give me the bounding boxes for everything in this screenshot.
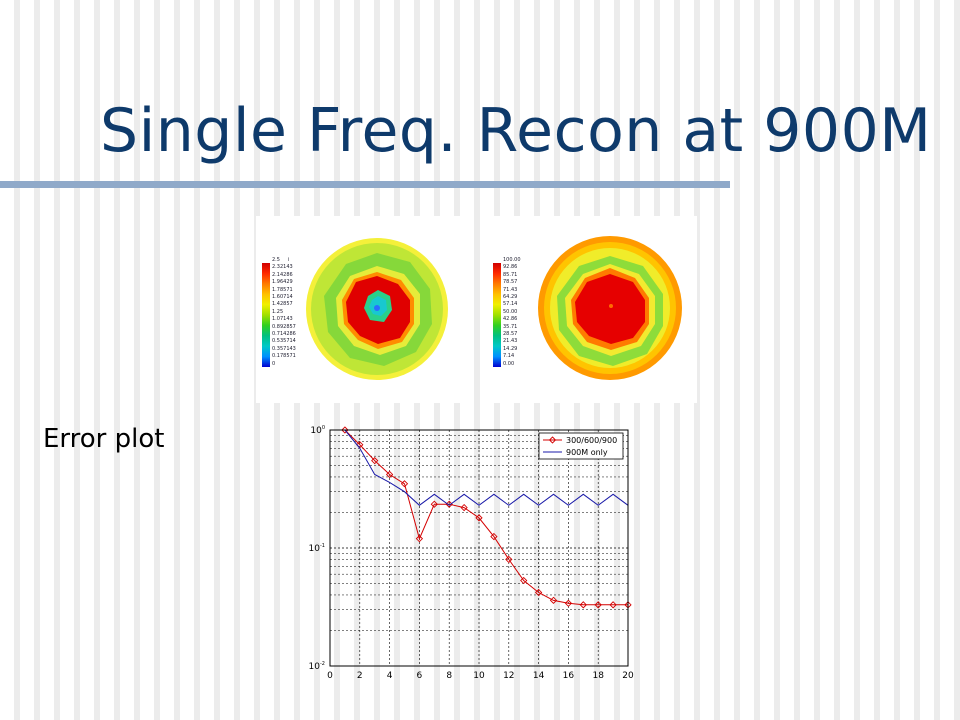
colorbar-label: 85.71: [503, 271, 518, 278]
x-tick-label: 16: [563, 671, 575, 681]
error-plot-label: Error plot: [43, 424, 165, 454]
colorbar-labels-right: 100.00 92.86 85.71 78.57 71.43 64.29 57.…: [503, 258, 563, 370]
data-point: [564, 599, 573, 607]
x-tick-label: 10: [473, 671, 485, 681]
legend-label-a: 300/600/900: [566, 436, 617, 445]
x-tick-label: 8: [446, 671, 452, 681]
colorbar-label: 92.86: [503, 264, 518, 271]
data-point: [534, 588, 543, 597]
data-point: [400, 480, 409, 488]
colorbar-label: 1.42857: [272, 301, 293, 308]
colorbar-unit-label: i: [288, 257, 290, 263]
x-tick-label: 6: [417, 671, 423, 681]
y-tick-label: 10-2: [309, 661, 325, 672]
data-point: [549, 596, 558, 604]
colorbar-label: 0.178571: [272, 353, 296, 360]
colorbar-label: 71.43: [503, 286, 518, 293]
data-point: [609, 601, 617, 609]
colorbar-labels-left: 2.5 2.32143 2.14286 1.96429 1.78571 1.60…: [272, 258, 332, 370]
chart-legend: 300/600/900 900M only: [538, 432, 624, 460]
x-tick-label: 0: [327, 671, 333, 681]
x-tick-label: 14: [533, 671, 545, 681]
data-point: [505, 555, 513, 564]
colorbar-label: 78.57: [503, 279, 518, 286]
colorbar-label: 14.29: [503, 345, 518, 352]
x-tick-label: 4: [387, 671, 393, 681]
slide-title: Single Freq. Recon at 900M: [100, 96, 932, 166]
data-point: [475, 514, 483, 522]
data-point: [385, 470, 394, 479]
x-tick-label: 20: [622, 671, 634, 681]
data-point: [460, 503, 468, 512]
data-point: [594, 601, 602, 609]
colorbar-right: [493, 263, 501, 367]
recon-disc-right: [538, 236, 682, 380]
legend-marker-a: [548, 436, 557, 444]
data-point: [415, 535, 424, 543]
colorbar-label: 0.00: [503, 360, 515, 367]
colorbar-label: 2.32143: [272, 264, 293, 271]
colorbar-label: 1.07143: [272, 316, 293, 323]
title-rule: [0, 181, 730, 188]
colorbar-label: 57.14: [503, 301, 518, 308]
colorbar-label: 0.535714: [272, 338, 296, 345]
colorbar-label: 7.14: [503, 353, 515, 360]
colorbar-label: 50.00: [503, 308, 518, 315]
colorbar-label: 21.43: [503, 338, 518, 345]
x-tick-label: 2: [357, 671, 363, 681]
colorbar-label: 1.96429: [272, 279, 293, 286]
plot-frame: [329, 429, 629, 667]
y-tick-label: 100: [310, 425, 325, 436]
data-point: [520, 576, 528, 585]
colorbar-label: 35.71: [503, 323, 518, 330]
error-plot-chart: 100 10-1 10-2 0 2 4 6 8 10 12 14 16 18 20 300/600/90…: [309, 425, 634, 681]
colorbar-label: 1.25: [272, 308, 284, 315]
data-point: [341, 426, 349, 434]
recon-disc-left: [306, 238, 448, 380]
colorbar-label: 2.14286: [272, 271, 293, 278]
colorbar-label: 0: [272, 360, 276, 367]
data-point: [579, 601, 587, 609]
colorbar-label: 0.714286: [272, 331, 296, 337]
colorbar-label: 0.892857: [272, 323, 296, 330]
colorbar-label: 1.60714: [272, 294, 293, 300]
colorbar-label: 42.86: [503, 316, 518, 323]
recon-image-right: 100.00 92.86 85.71 78.57 71.43 64.29 57.…: [487, 216, 697, 403]
colorbar-label: 2.5: [272, 257, 280, 263]
colorbar-left: [262, 263, 270, 367]
data-point: [430, 500, 438, 508]
data-point: [371, 457, 379, 465]
colorbar-label: 1.78571: [272, 286, 293, 293]
y-tick-label: 10-1: [309, 543, 325, 554]
colorbar-label: 100.00: [503, 257, 521, 263]
colorbar-label: 64.29: [503, 294, 518, 300]
legend-box: [538, 432, 624, 460]
colorbar-label: 0.357143: [272, 345, 296, 352]
x-tick-label: 12: [503, 671, 514, 681]
data-point: [490, 532, 498, 541]
x-tick-label: 18: [592, 671, 604, 681]
recon-image-left: i 2.5 2.32143 2.14286 1.96429 1.78571 1.…: [256, 216, 466, 403]
colorbar-label: 28.57: [503, 331, 518, 337]
series-line-2: [344, 429, 629, 506]
legend-label-b: 900M only: [566, 448, 608, 457]
